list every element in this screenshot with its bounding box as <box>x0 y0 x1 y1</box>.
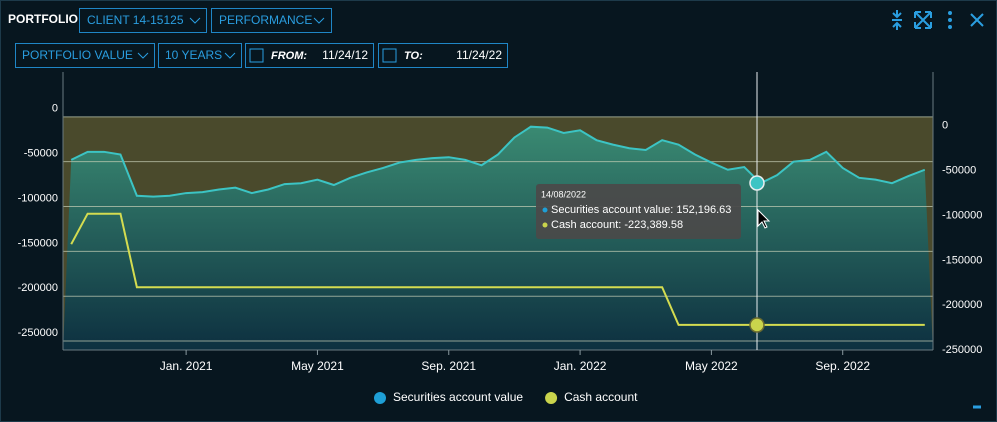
period-label: 10 YEARS <box>165 48 222 62</box>
to-field[interactable] <box>378 43 508 68</box>
x-tick-label: May 2021 <box>291 359 344 373</box>
y2-tick-label: -200000 <box>942 299 982 311</box>
y2-tick-label: -50000 <box>942 165 976 177</box>
y2-tick-label: -100000 <box>942 209 982 221</box>
client-label: CLIENT 14-15125 <box>87 13 184 27</box>
area <box>63 126 933 351</box>
chevron <box>313 17 325 24</box>
toolbar-icons[interactable] <box>892 10 984 30</box>
from-label: FROM: <box>271 50 307 62</box>
from-date: 11/24/12 <box>322 48 368 62</box>
series-line <box>70 125 926 198</box>
cursor <box>757 208 771 229</box>
chevron <box>224 52 236 59</box>
legend-swatch <box>374 392 386 404</box>
y-tick-label: -150000 <box>18 237 58 249</box>
y-tick-label: -50000 <box>24 148 58 160</box>
chevron <box>189 17 201 24</box>
y-tick-label: 0 <box>52 103 58 115</box>
y2-tick-label: -150000 <box>942 254 982 266</box>
plot: 0 0 -50000 -50000 -100000 -100000 -150000 -1500… <box>18 72 982 373</box>
calendar-icon <box>382 48 397 63</box>
tooltip-dot <box>542 207 548 213</box>
legend-label: Cash account <box>564 390 638 404</box>
view-label: PERFORMANCE <box>219 13 312 27</box>
legend-label: Securities account value <box>393 390 523 404</box>
y-tick-label: -100000 <box>18 192 58 204</box>
tooltip-dot <box>542 222 548 228</box>
view-dropdown[interactable] <box>211 8 332 33</box>
overlay: 14/08/2022 Securities account value: 152,… <box>374 72 771 404</box>
to-label: TO: <box>404 50 423 62</box>
tooltip-date: 14/08/2022 <box>541 189 586 199</box>
calendar-icon <box>249 48 264 63</box>
client-dropdown[interactable] <box>79 8 207 33</box>
chevron <box>137 52 149 59</box>
x-tick-label: Jan. 2022 <box>554 359 607 373</box>
widget-title: PORTFOLIO <box>8 12 78 26</box>
y2-tick-label: -250000 <box>942 344 982 356</box>
tooltip-line: Securities account value: 152,196.63 <box>551 204 731 216</box>
x-tick-label: Sep. 2022 <box>815 359 870 373</box>
tooltip-line: Cash account: -223,389.58 <box>551 219 683 231</box>
tooltip <box>536 184 741 239</box>
to-date: 11/24/22 <box>456 48 502 62</box>
x-tick-label: Sep. 2021 <box>421 359 476 373</box>
period-dropdown[interactable] <box>158 43 242 68</box>
legend-swatch <box>545 392 558 404</box>
x-tick-label: Jan. 2021 <box>160 359 213 373</box>
measure-dropdown[interactable] <box>15 43 155 68</box>
hover-marker <box>749 175 765 191</box>
x-tick-label: May 2022 <box>685 359 738 373</box>
y2-tick-label: 0 <box>942 120 948 132</box>
from-field[interactable] <box>245 43 374 68</box>
measure-label: PORTFOLIO VALUE <box>22 48 133 62</box>
y-tick-label: -250000 <box>18 327 58 339</box>
hover-marker <box>749 317 765 333</box>
y-tick-label: -200000 <box>18 282 58 294</box>
series-line <box>70 212 925 326</box>
